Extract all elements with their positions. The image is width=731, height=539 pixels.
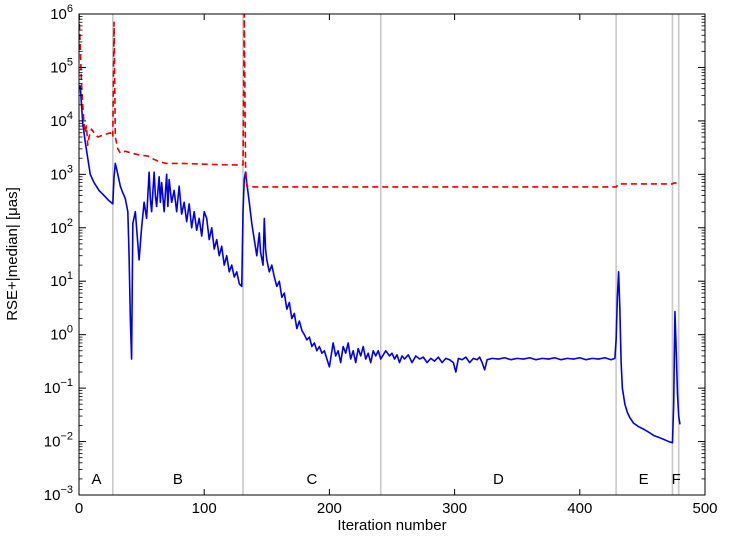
phase-label: A xyxy=(92,471,102,488)
y-tick-label: 10−2 xyxy=(44,431,73,451)
plot-frame xyxy=(78,13,706,496)
x-axis-ticks: 0 100 200 300 400 500 xyxy=(75,14,718,517)
x-tick-label: 500 xyxy=(692,500,717,517)
phase-labels: A B C D E F xyxy=(92,471,681,488)
phase-label: C xyxy=(306,471,317,488)
series-lines xyxy=(79,14,681,444)
y-tick-label: 100 xyxy=(50,324,73,344)
x-tick-label: 400 xyxy=(567,500,592,517)
x-tick-label: 200 xyxy=(317,500,342,517)
phase-label: F xyxy=(672,471,681,488)
y-tick-label: 10−3 xyxy=(44,484,73,504)
y-tick-label: 106 xyxy=(50,3,73,23)
x-tick-label: 0 xyxy=(75,500,83,517)
series-line-dashed xyxy=(79,14,681,188)
series-line-solid xyxy=(79,85,681,444)
x-tick-label: 100 xyxy=(192,500,217,517)
y-axis-ticks: 10−3 10−2 10−1 100 101 102 103 104 105 106 xyxy=(44,3,705,504)
phase-label: E xyxy=(639,471,649,488)
x-axis-label: Iteration number xyxy=(337,517,446,534)
y-tick-label: 105 xyxy=(50,56,73,76)
y-tick-label: 103 xyxy=(50,163,73,183)
y-axis-label: RSE+|median| [μas] xyxy=(4,187,21,321)
y-tick-label: 104 xyxy=(50,110,73,130)
y-tick-label: 10−1 xyxy=(44,377,73,397)
y-tick-label: 101 xyxy=(50,270,73,290)
y-tick-label: 102 xyxy=(50,217,73,237)
phase-label: D xyxy=(493,471,504,488)
x-tick-label: 300 xyxy=(442,500,467,517)
phase-label: B xyxy=(173,471,183,488)
